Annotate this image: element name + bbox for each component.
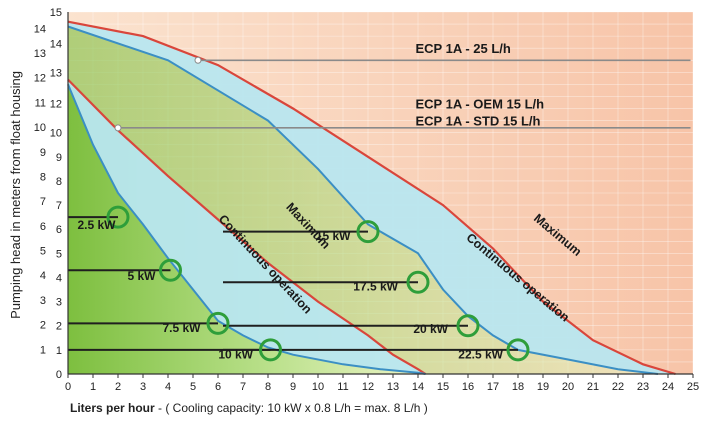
x-tick-label: 6 <box>215 381 221 393</box>
x-tick-label: 17 <box>487 381 499 393</box>
x-tick-label: 21 <box>587 381 599 393</box>
x-axis-title: Liters per hour <box>70 401 155 415</box>
cooling-point-marker <box>159 258 182 282</box>
x-tick-label: 0 <box>65 381 71 393</box>
x-tick-label: 5 <box>190 381 196 393</box>
x-tick-label: 18 <box>512 381 524 393</box>
cooling-point-label: 22.5 kW <box>458 347 503 361</box>
x-tick-label: 14 <box>412 381 424 393</box>
y-tick-label-left: 6 <box>40 221 46 233</box>
zones <box>68 21 676 374</box>
y-tick-label: 10 <box>50 128 62 140</box>
cooling-point-marker <box>456 314 480 338</box>
y-tick-label-left: 9 <box>40 147 46 159</box>
x-tick-label: 2 <box>115 381 121 393</box>
kw-lines <box>68 216 518 351</box>
y-tick-label: 13 <box>50 67 62 79</box>
y-tick-label-left: 11 <box>35 97 46 109</box>
cooling-point-marker <box>206 311 230 335</box>
x-tick-label: 10 <box>312 381 324 393</box>
x-tick-label: 1 <box>90 381 96 393</box>
y-tick-label: 1 <box>56 345 62 357</box>
cooling-point-marker <box>106 205 130 229</box>
y-tick-label: 5 <box>56 248 62 260</box>
y-tick-label: 0 <box>56 369 62 381</box>
series-25-line-dot <box>194 56 202 64</box>
y-tick-label: 2 <box>56 321 62 333</box>
y-tick-label: 6 <box>56 224 62 236</box>
curve-25-max <box>67 20 676 376</box>
y-tick-label: 7 <box>56 200 62 212</box>
green-zone-left-top <box>68 79 426 374</box>
cooling-point-label: 7.5 kW <box>162 321 201 335</box>
x-tick-label: 19 <box>537 381 549 393</box>
y-tick-label-left: 7 <box>40 196 46 208</box>
cooling-point-marker <box>406 270 430 294</box>
x-tick-label: 13 <box>387 381 399 393</box>
series-label: ECP 1A - 25 L/h <box>416 41 511 56</box>
y-tick-label-left: 12 <box>34 73 46 85</box>
x-axis-note: - ( Cooling capacity: 10 kW x 0.8 L/h = … <box>155 401 428 415</box>
cooling-point-marker <box>356 220 380 244</box>
y-tick-label-left: 3 <box>40 295 46 307</box>
cooling-point-label: 10 kW <box>218 347 253 361</box>
y-tick-label-left: 5 <box>40 246 46 258</box>
x-tick-label: 24 <box>662 381 674 393</box>
axes: 0 1 2 3 4 5 6 7 8 9 10 11 12 13 14 15 16 17 18 19 20 21 22 23 24… <box>34 7 699 393</box>
y-tick-label: 15 <box>50 7 62 19</box>
y-tick-label-left: 10 <box>34 122 46 134</box>
y-tick-label: 12 <box>50 99 62 111</box>
x-tick-label: 3 <box>140 381 146 393</box>
series-label-lines <box>114 56 691 132</box>
x-tick-label: 9 <box>290 381 296 393</box>
x-tick-label: 12 <box>362 381 374 393</box>
y-tick-label: 14 <box>50 38 62 50</box>
series-std-line-dot <box>114 124 122 132</box>
curve-25-continuous <box>67 25 659 375</box>
cooling-point-label: 20 kW <box>413 322 448 336</box>
y-tick-label-left: 2 <box>40 320 46 332</box>
x-axis-label: Liters per hour - ( Cooling capacity: 10… <box>70 401 428 415</box>
y-tick-label: 8 <box>56 176 62 188</box>
y-tick-label: 4 <box>56 272 62 284</box>
y-tick-label-left: 1 <box>40 344 46 356</box>
cooling-point-label: 2.5 kW <box>77 218 116 232</box>
x-tick-label: 7 <box>240 381 246 393</box>
cooling-point-label: 5 kW <box>127 269 156 283</box>
curve-std-continuous <box>67 84 426 375</box>
x-tick-label: 8 <box>265 381 271 393</box>
x-tick-label: 22 <box>612 381 624 393</box>
x-tick-label: 15 <box>437 381 449 393</box>
y-tick-label-left: 8 <box>40 171 46 183</box>
x-tick-label: 16 <box>462 381 474 393</box>
y-tick-label-left: 14 <box>34 23 46 35</box>
continuous-zone-left-top <box>68 79 426 374</box>
cooling-point-label: 15 kW <box>316 229 351 243</box>
x-tick-label: 25 <box>687 381 699 393</box>
cooling-point-label: 17.5 kW <box>353 280 398 294</box>
y-tick-label: 9 <box>56 152 62 164</box>
series-label: ECP 1A - OEM 15 L/h <box>416 97 545 112</box>
cooling-point-marker <box>259 338 282 362</box>
x-tick-label: 23 <box>637 381 649 393</box>
cooling-point-marker <box>506 338 530 362</box>
x-tick-label: 20 <box>562 381 574 393</box>
cooling-points <box>106 205 530 362</box>
y-tick-label-left: 4 <box>40 270 46 282</box>
series-label: ECP 1A - STD 15 L/h <box>416 113 541 128</box>
continuous-zone-right <box>68 21 676 374</box>
y-axis-label: Pumping head in meters from float housin… <box>8 71 23 319</box>
x-tick-label: 11 <box>337 381 348 393</box>
x-tick-label: 4 <box>165 381 171 393</box>
y-tick-label: 3 <box>56 297 62 309</box>
y-tick-label-left: 13 <box>34 48 46 60</box>
